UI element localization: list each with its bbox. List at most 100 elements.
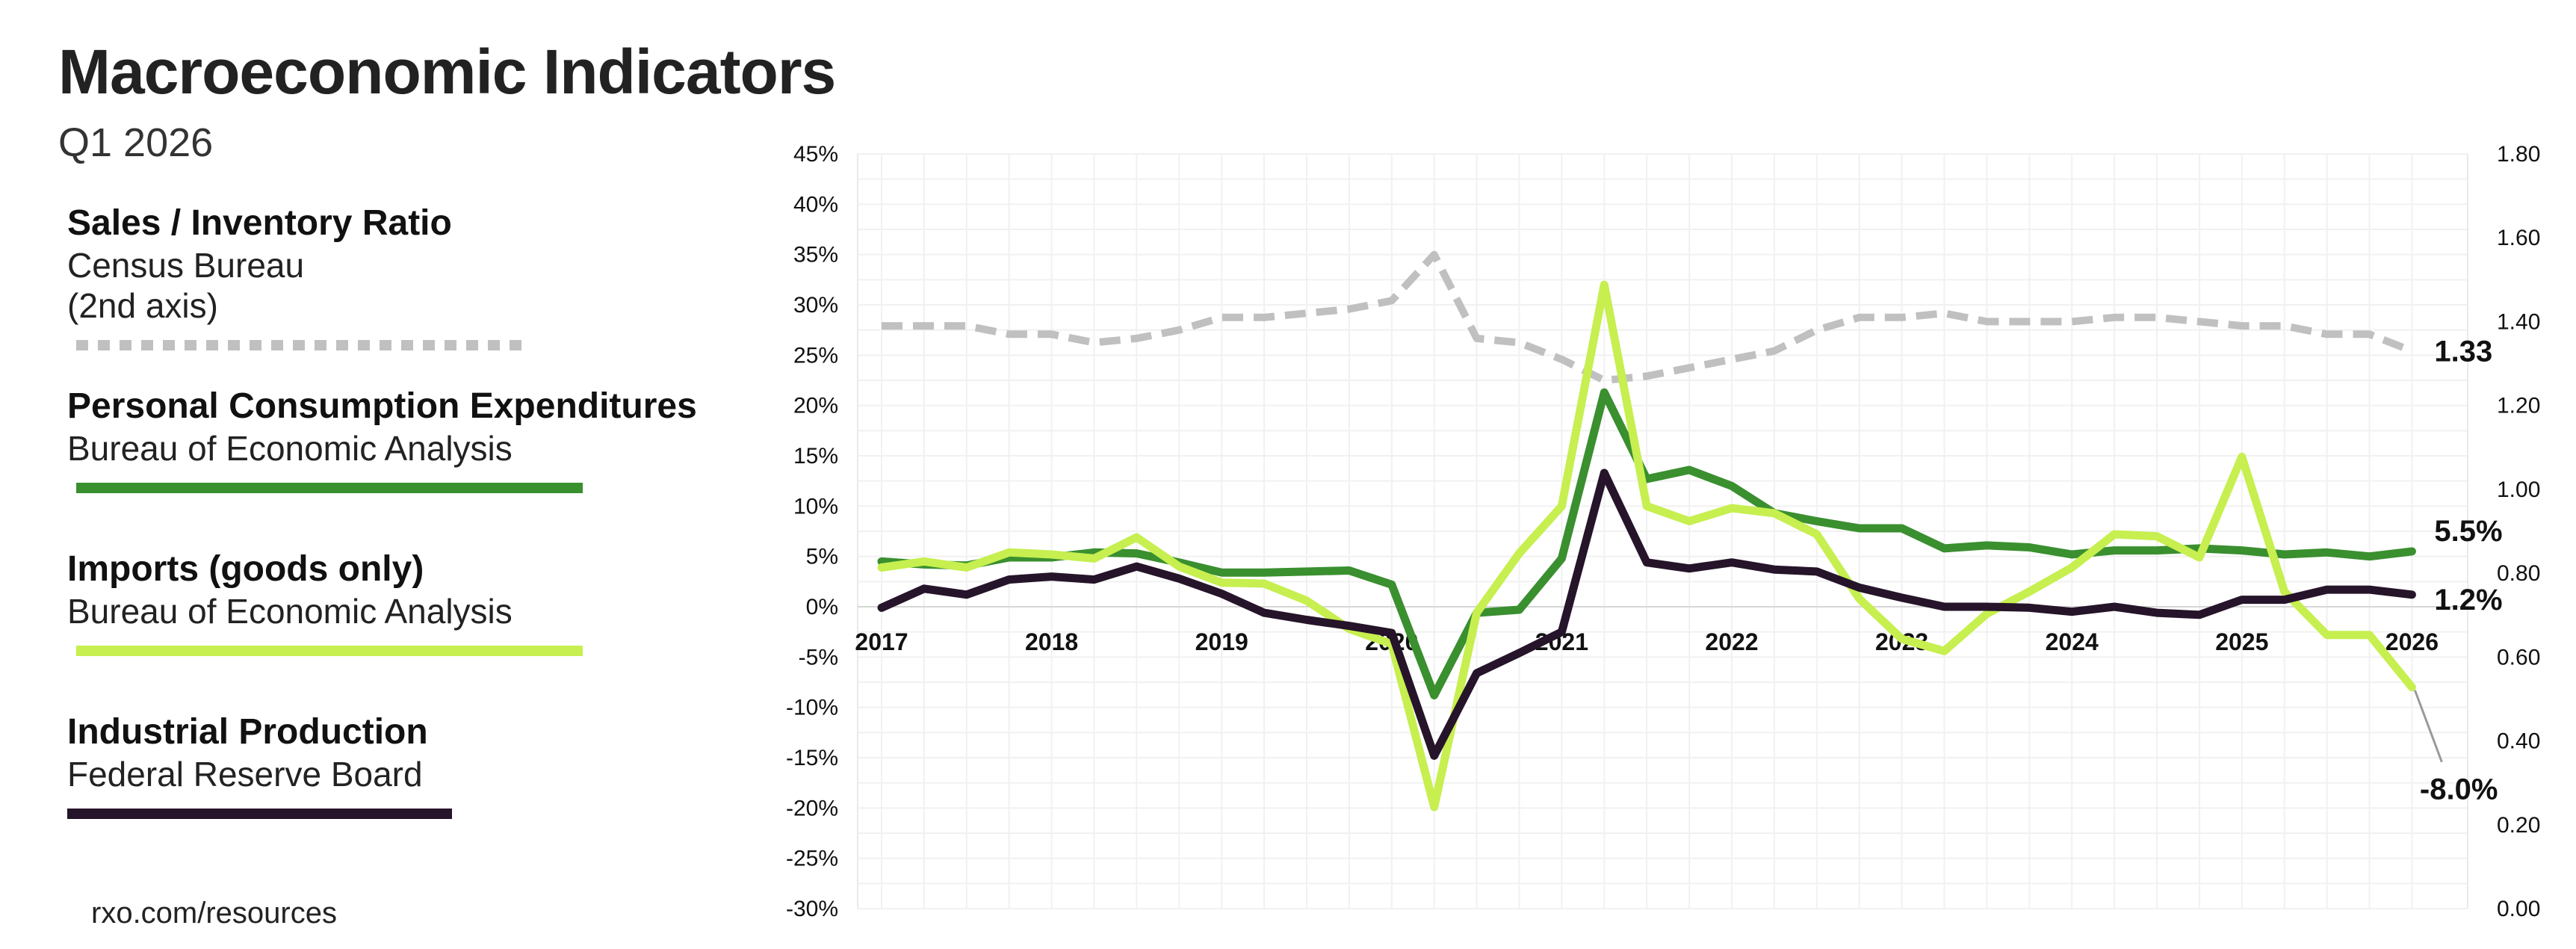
end-label: 1.33 — [2434, 336, 2492, 368]
data-point — [1689, 469, 1690, 470]
y2-axis-tick-label: 0.20 — [2497, 813, 2540, 838]
legend-item-pce: Personal Consumption Expenditures Bureau… — [67, 385, 740, 548]
end-label: 5.5% — [2434, 515, 2502, 548]
data-point — [2114, 607, 2115, 608]
y-axis-tick-label: 20% — [793, 394, 838, 418]
data-point — [2029, 321, 2030, 322]
data-point — [1732, 508, 1733, 509]
series-line-1 — [877, 388, 2416, 699]
data-point — [1604, 472, 1605, 473]
legend-series-name: Sales / Inventory Ratio — [67, 203, 452, 243]
data-point — [1901, 639, 1902, 640]
data-point — [2029, 591, 2030, 592]
y2-axis-tick-label: 1.80 — [2497, 142, 2540, 167]
data-point — [1094, 579, 1095, 580]
end-label: 1.2% — [2434, 584, 2502, 616]
data-point — [1179, 578, 1180, 579]
legend: Sales / Inventory Ratio Census Bureau (2… — [67, 202, 740, 860]
series-line-2 — [877, 280, 2416, 812]
series-line-3 — [877, 469, 2416, 760]
legend-series-name: Imports (goods only) — [67, 549, 424, 589]
legend-swatch-solid — [76, 483, 583, 493]
legend-series-source: Bureau of Economic Analysis — [67, 592, 513, 631]
y-axis-tick-label: -10% — [786, 696, 838, 720]
data-point — [1944, 607, 1945, 608]
y2-axis-tick-label: 0.00 — [2497, 897, 2540, 921]
data-point — [966, 567, 967, 568]
data-point — [2326, 634, 2327, 635]
y2-axis-tick-label: 1.60 — [2497, 226, 2540, 250]
end-label-leader-line — [2413, 690, 2443, 763]
data-point — [1094, 552, 1095, 553]
y-axis-tick-label: 15% — [793, 444, 838, 469]
legend-item-sales-inventory: Sales / Inventory Ratio Census Bureau (2… — [67, 202, 740, 385]
y-axis-tick-label: -5% — [799, 645, 838, 670]
y2-axis-tick-label: 0.80 — [2497, 561, 2540, 586]
data-point — [1901, 317, 1902, 318]
y2-axis-tick-label: 1.20 — [2497, 394, 2540, 418]
data-point — [1391, 300, 1392, 301]
data-point — [1519, 553, 1520, 554]
data-point — [1561, 558, 1562, 559]
data-point — [1604, 380, 1605, 381]
data-point — [1264, 317, 1265, 318]
data-point — [1136, 553, 1137, 554]
data-point — [1264, 572, 1265, 573]
x-axis-tick-label: 2017 — [855, 628, 908, 655]
chart-subtitle: Q1 2026 — [58, 120, 214, 165]
data-point — [923, 561, 924, 562]
legend-series-note: (2nd axis) — [67, 286, 218, 325]
y-axis-tick-label: 10% — [793, 494, 838, 519]
legend-swatch-solid — [67, 809, 452, 819]
data-point — [1476, 338, 1477, 339]
data-point — [1689, 521, 1690, 522]
data-point — [2284, 591, 2285, 592]
x-axis-tick-label: 2022 — [1705, 628, 1758, 655]
data-point — [1051, 334, 1052, 335]
data-point — [2114, 317, 2115, 318]
x-axis-tick-label: 2026 — [2385, 628, 2439, 655]
data-point — [2284, 326, 2285, 327]
y-axis-tick-label: 30% — [793, 293, 838, 318]
data-point — [2114, 550, 2115, 551]
y-axis-tick-label: -15% — [786, 746, 838, 770]
data-point — [2157, 536, 2158, 537]
legend-series-source: Census Bureau — [67, 246, 305, 285]
data-point — [2369, 556, 2370, 557]
y2-axis-tick-label: 1.40 — [2497, 309, 2540, 334]
data-point — [2157, 550, 2158, 551]
data-point — [1816, 521, 1817, 522]
series-line-0 — [882, 250, 2414, 384]
data-point — [2241, 550, 2242, 551]
data-point — [1816, 571, 1817, 572]
y2-axis-tick-label: 0.40 — [2497, 729, 2540, 754]
data-point — [1689, 568, 1690, 569]
y-axis-tick-label: 0% — [806, 595, 838, 619]
data-point — [2369, 334, 2370, 335]
y-axis-tick-label: 35% — [793, 243, 838, 268]
data-point — [923, 588, 924, 589]
data-point — [1136, 537, 1137, 538]
end-label: -8.0% — [2420, 773, 2498, 806]
x-axis-tick-label: 2019 — [1195, 628, 1248, 655]
legend-swatch-dotted — [76, 340, 523, 350]
y-axis-tick-label: 45% — [793, 142, 838, 167]
chart-title: Macroeconomic Indicators — [58, 37, 836, 107]
data-point — [2369, 634, 2370, 635]
legend-series-source: Bureau of Economic Analysis — [67, 429, 513, 468]
data-point — [1561, 506, 1562, 507]
y-axis-tick-label: -20% — [786, 796, 838, 820]
data-point — [1519, 342, 1520, 343]
y-axis-tick-label: 40% — [793, 192, 838, 217]
data-point — [1136, 566, 1137, 567]
legend-series-name: Industrial Production — [67, 712, 428, 752]
x-axis-tick-label: 2024 — [2046, 628, 2099, 655]
data-point — [1391, 633, 1392, 634]
data-point — [1944, 651, 1945, 652]
footer-link[interactable]: rxo.com/resources — [91, 897, 337, 930]
data-point — [1732, 562, 1733, 563]
data-point — [2157, 317, 2158, 318]
data-point — [1901, 597, 1902, 598]
data-point — [2114, 534, 2115, 535]
